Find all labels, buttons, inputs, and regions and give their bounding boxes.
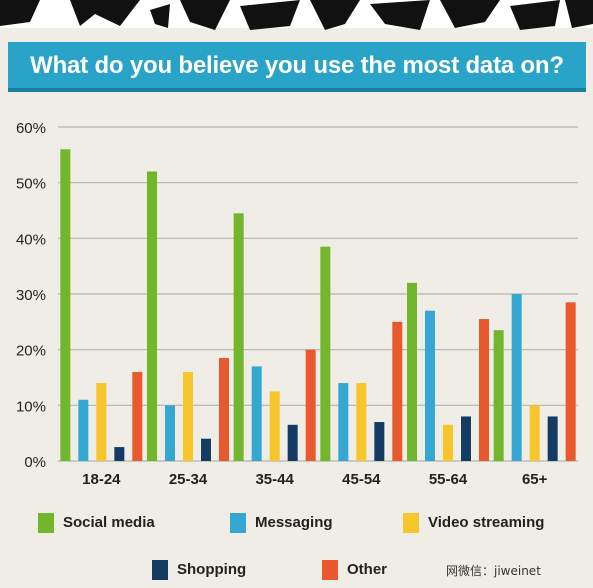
watermark-text: 网微信：jiweinet — [446, 564, 541, 578]
bar-other-25-34 — [219, 358, 229, 461]
y-tick-label: 40% — [16, 231, 46, 248]
bar-other-45-54 — [392, 321, 403, 461]
legend-swatch — [403, 513, 419, 533]
legend-label: Video streaming — [428, 514, 545, 531]
x-tick-label: 25-34 — [169, 471, 208, 488]
bar-messaging-55-64 — [425, 310, 435, 461]
y-tick-label: 0% — [24, 454, 46, 471]
bar-other-55-64 — [479, 319, 489, 461]
bar-video-streaming-45-54 — [356, 383, 367, 461]
legend-swatch — [322, 560, 338, 580]
bar-video-streaming-65+ — [529, 405, 540, 461]
bar-social-media-55-64 — [407, 282, 417, 461]
legend-swatch — [152, 560, 168, 580]
bar-social-media-25-34 — [147, 171, 157, 462]
y-tick-label: 30% — [16, 287, 46, 304]
bar-messaging-25-34 — [165, 405, 175, 461]
bar-video-streaming-18-24 — [96, 383, 107, 461]
y-tick-label: 50% — [16, 176, 46, 193]
bar-shopping-65+ — [547, 416, 558, 461]
y-tick-label: 10% — [16, 398, 46, 415]
bar-messaging-35-44 — [251, 366, 262, 461]
top-decorative-banner — [0, 0, 593, 30]
bar-shopping-45-54 — [374, 422, 385, 461]
title-bar-shadow — [8, 88, 586, 92]
bar-messaging-18-24 — [78, 399, 89, 461]
bar-video-streaming-25-34 — [183, 371, 193, 461]
bar-shopping-35-44 — [287, 424, 298, 461]
y-tick-label: 60% — [16, 120, 46, 137]
bar-social-media-65+ — [493, 330, 504, 461]
bar-video-streaming-55-64 — [443, 424, 453, 461]
title-bar — [8, 42, 586, 90]
bar-other-18-24 — [132, 371, 143, 461]
x-tick-label: 35-44 — [255, 471, 294, 488]
bar-social-media-18-24 — [60, 149, 71, 461]
x-tick-label: 18-24 — [82, 471, 121, 488]
x-tick-label: 65+ — [522, 471, 548, 488]
legend-swatch — [230, 513, 246, 533]
legend-label: Shopping — [177, 561, 247, 578]
bar-other-35-44 — [305, 349, 316, 461]
bar-shopping-18-24 — [114, 447, 125, 461]
legend-swatch — [38, 513, 54, 533]
bar-messaging-45-54 — [338, 383, 349, 461]
x-tick-label: 45-54 — [342, 471, 381, 488]
legend-label: Messaging — [255, 514, 333, 531]
bar-video-streaming-35-44 — [269, 391, 280, 461]
bar-social-media-35-44 — [233, 213, 244, 461]
bar-chart: 0% 10% 20% 30% 40% 50% 60% 18-24 25-34 35-44 45-54… — [16, 120, 578, 488]
bar-shopping-25-34 — [201, 438, 211, 461]
y-tick-label: 20% — [16, 343, 46, 360]
x-tick-label: 55-64 — [429, 471, 468, 488]
bar-messaging-65+ — [511, 294, 522, 461]
legend-label: Social media — [63, 514, 155, 531]
bar-other-65+ — [565, 302, 576, 461]
bar-shopping-55-64 — [461, 416, 471, 461]
legend-label: Other — [347, 561, 388, 578]
chart-title: What do you believe you use the most dat… — [30, 52, 564, 79]
bar-social-media-45-54 — [320, 246, 331, 461]
